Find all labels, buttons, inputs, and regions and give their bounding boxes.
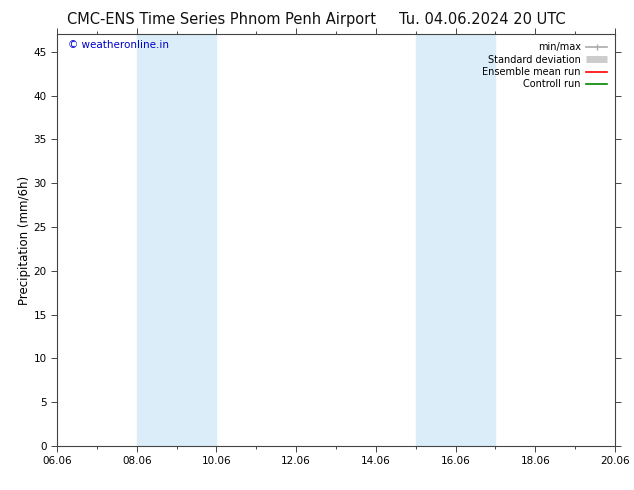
Text: Tu. 04.06.2024 20 UTC: Tu. 04.06.2024 20 UTC bbox=[399, 12, 565, 27]
Text: © weatheronline.in: © weatheronline.in bbox=[68, 41, 169, 50]
Bar bbox=[416, 34, 495, 446]
Y-axis label: Precipitation (mm/6h): Precipitation (mm/6h) bbox=[18, 175, 30, 305]
Legend: min/max, Standard deviation, Ensemble mean run, Controll run: min/max, Standard deviation, Ensemble me… bbox=[479, 39, 610, 92]
Text: CMC-ENS Time Series Phnom Penh Airport: CMC-ENS Time Series Phnom Penh Airport bbox=[67, 12, 377, 27]
Bar bbox=[137, 34, 216, 446]
